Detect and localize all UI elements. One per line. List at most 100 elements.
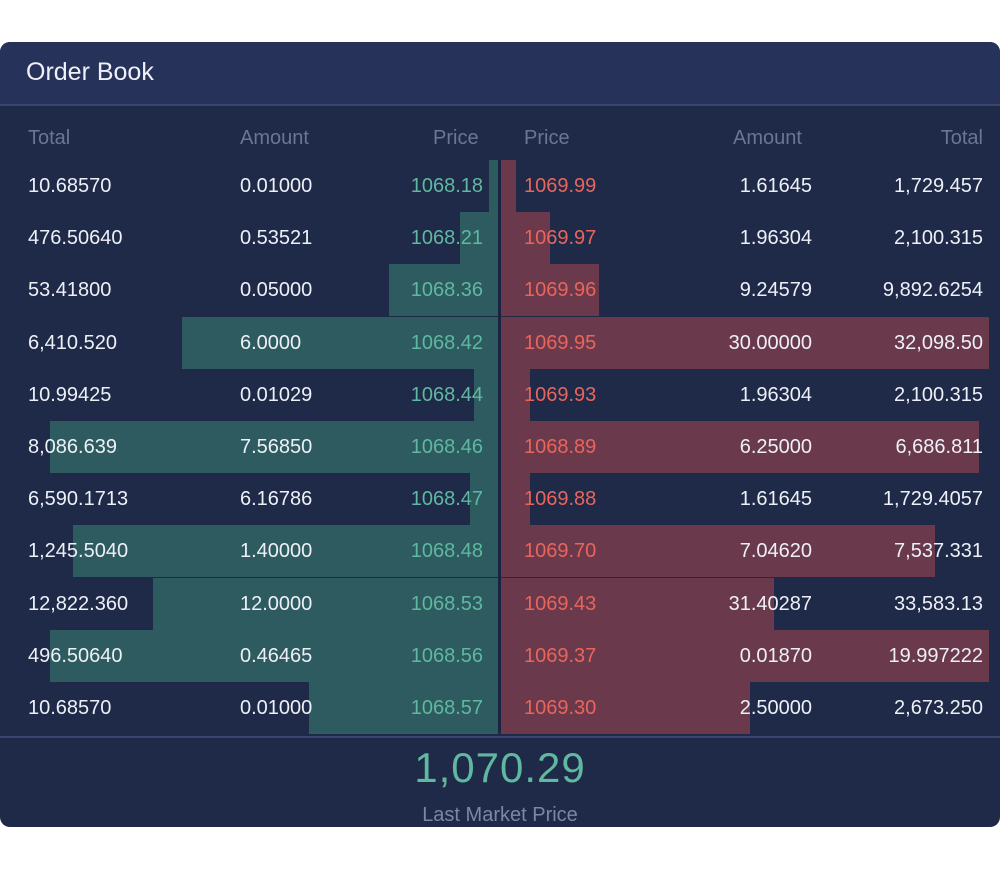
bid-price: 1068.42: [410, 331, 483, 354]
bid-total: 12,822.360: [28, 592, 129, 615]
ask-price: 1069.88: [524, 488, 597, 511]
ask-total: 6,686.811: [895, 436, 984, 458]
bid-depth-bar: [474, 368, 498, 421]
ask-depth-bar: [501, 629, 989, 682]
bid-depth-bar: [50, 421, 498, 473]
ask-amount: 1.96304: [739, 227, 812, 250]
ask-amount: 0.01870: [739, 644, 812, 667]
bid-total: 10.99425: [28, 383, 112, 406]
ask-depth-bar: [501, 212, 550, 265]
bid-total: 6,410.520: [28, 331, 117, 354]
ask-depth-bar: [501, 160, 516, 212]
spread-divider: [498, 160, 501, 732]
order-row[interactable]: 6,410.520 6.0000 1068.42 1069.95 30.00000 32,…: [0, 316, 1000, 369]
order-row[interactable]: 10.68570 0.01000 1068.18 1069.99 1.61645 1,72…: [0, 160, 1000, 212]
ask-total: 32,098.50: [894, 331, 983, 354]
bid-depth-bar: [153, 577, 498, 630]
order-row[interactable]: 8,086.639 7.56850 1068.46 1068.89 6.25000 6,6…: [0, 421, 1000, 473]
bid-amount: 0.53521: [240, 227, 313, 250]
bid-total: 8,086.639: [28, 436, 117, 458]
bid-amount-header[interactable]: Amount: [240, 127, 309, 149]
bid-total: 496.50640: [28, 644, 123, 667]
ask-amount-header[interactable]: Amount: [733, 127, 802, 149]
ask-price: 1069.96: [524, 279, 597, 302]
bid-price: 1068.47: [410, 488, 483, 511]
bid-amount: 7.56850: [240, 436, 313, 458]
ask-depth-bar: [501, 473, 530, 526]
bid-depth-bar: [309, 682, 498, 734]
bid-total: 476.50640: [28, 227, 123, 250]
ask-depth-bar: [501, 577, 774, 630]
bid-price: 1068.53: [410, 592, 483, 615]
ask-price: 1068.89: [524, 436, 597, 458]
order-row[interactable]: 476.50640 0.53521 1068.21 1069.97 1.96304 2,1…: [0, 212, 1000, 265]
bid-price: 1068.56: [410, 644, 483, 667]
ask-price: 1069.95: [524, 331, 597, 354]
ask-amount: 30.00000: [728, 331, 812, 354]
bid-price-header[interactable]: Price: [433, 127, 479, 149]
ask-amount: 9.24579: [739, 279, 812, 302]
order-row[interactable]: 53.41800 0.05000 1068.36 1069.96 9.24579 9,89…: [0, 264, 1000, 317]
last-market-price: 1,070.29: [414, 744, 586, 791]
bid-depth-bar: [470, 473, 498, 526]
bid-amount: 0.01000: [240, 175, 313, 197]
ask-amount: 31.40287: [728, 592, 812, 615]
ask-depth-bar: [501, 316, 989, 369]
ask-total: 2,100.315: [894, 227, 983, 250]
ask-depth-bar: [501, 525, 935, 578]
ask-amount: 2.50000: [739, 697, 812, 719]
bid-depth-bar: [460, 212, 498, 265]
order-row[interactable]: 10.68570 0.01000 1068.57 1069.30 2.50000 2,67…: [0, 682, 1000, 734]
order-row[interactable]: 6,590.1713 6.16786 1068.47 1069.88 1.61645 1,…: [0, 473, 1000, 526]
bid-total-header[interactable]: Total: [28, 127, 71, 149]
ask-depth-bar: [501, 368, 530, 421]
bid-total: 10.68570: [28, 175, 112, 197]
ask-price: 1069.97: [524, 227, 597, 250]
bid-price: 1068.36: [410, 279, 483, 302]
ask-amount: 1.61645: [739, 488, 812, 511]
ask-total: 2,673.250: [894, 697, 983, 719]
order-row[interactable]: 10.99425 0.01029 1068.44 1069.93 1.96304 2,10…: [0, 368, 1000, 421]
last-market-price-label: Last Market Price: [422, 804, 578, 826]
bid-depth-bar: [182, 316, 498, 369]
bid-price: 1068.44: [410, 383, 483, 406]
ask-total-header[interactable]: Total: [940, 127, 983, 149]
ask-price: 1069.99: [524, 175, 597, 197]
ask-amount: 1.96304: [739, 383, 812, 406]
ask-total: 9,892.6254: [882, 279, 983, 302]
order-row[interactable]: 1,245.5040 1.40000 1068.48 1069.70 7.04620 7,…: [0, 525, 1000, 578]
order-row[interactable]: 496.50640 0.46465 1068.56 1069.37 0.01870 19.…: [0, 629, 1000, 682]
bid-amount: 6.16786: [240, 488, 313, 511]
ask-amount: 6.25000: [739, 436, 812, 458]
bid-amount: 0.05000: [240, 279, 313, 302]
order-book-panel: Order Book Total Amount Price Price Amou…: [0, 42, 1000, 827]
footer-divider: [0, 736, 1000, 738]
bid-depth-bar: [50, 629, 498, 682]
ask-depth-bar: [501, 264, 599, 317]
bid-price: 1068.18: [410, 175, 483, 197]
ask-price: 1069.30: [524, 697, 597, 719]
ask-price: 1069.37: [524, 644, 597, 667]
bid-amount: 1.40000: [240, 540, 313, 563]
ask-price-header[interactable]: Price: [524, 127, 570, 149]
bid-price: 1068.57: [410, 697, 483, 719]
ask-amount: 1.61645: [739, 175, 812, 197]
bid-total: 6,590.1713: [28, 488, 129, 511]
ask-total: 33,583.13: [894, 592, 983, 615]
bid-amount: 12.0000: [240, 592, 313, 615]
ask-amount: 7.04620: [739, 540, 812, 563]
ask-price: 1069.70: [524, 540, 597, 563]
order-row[interactable]: 12,822.360 12.0000 1068.53 1069.43 31.40287 3…: [0, 577, 1000, 630]
bid-total: 53.41800: [28, 279, 112, 302]
bid-depth-bar: [489, 160, 498, 212]
ask-depth-bar: [501, 682, 750, 734]
bid-amount: 0.01000: [240, 697, 313, 719]
ask-depth-bar: [501, 421, 979, 473]
panel-title: Order Book: [26, 58, 154, 86]
ask-total: 7,537.331: [894, 540, 983, 563]
panel-header: Order Book: [0, 42, 1000, 106]
bid-depth-bar: [73, 525, 498, 578]
bid-amount: 0.46465: [240, 644, 313, 667]
ask-price: 1069.93: [524, 383, 597, 406]
bid-price: 1068.21: [410, 227, 483, 250]
